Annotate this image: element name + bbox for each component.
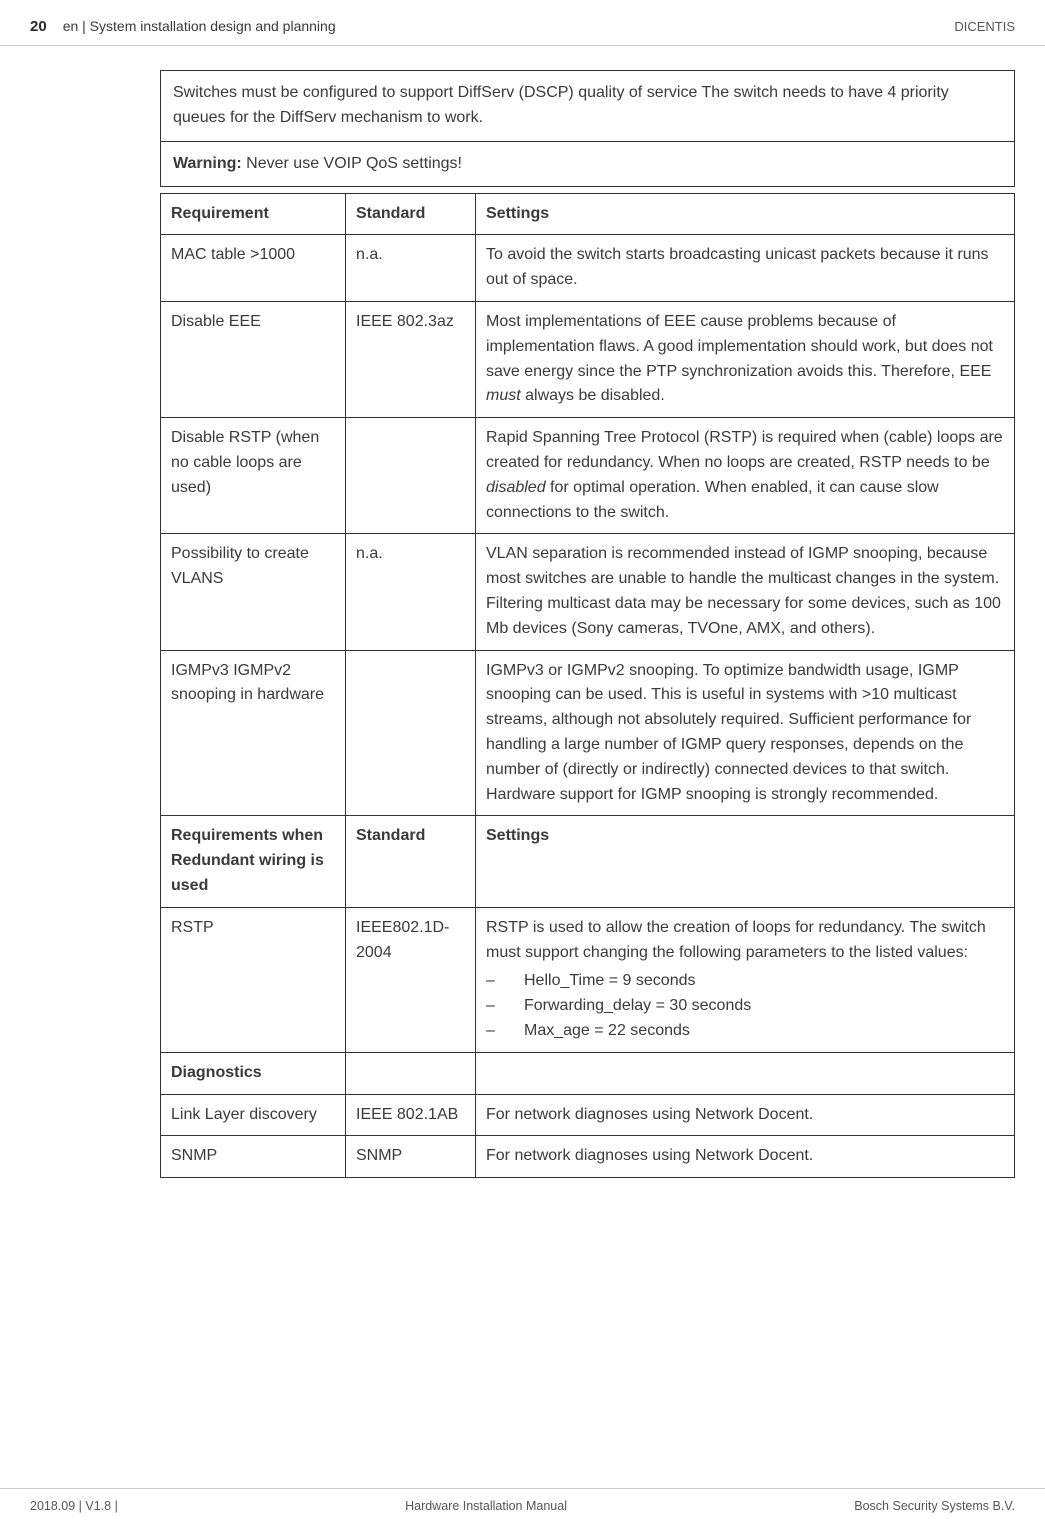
header-left: 20 en | System installation design and p… xyxy=(30,18,336,35)
set-cell: For network diagnoses using Network Doce… xyxy=(476,1094,1015,1136)
std-cell: n.a. xyxy=(346,534,476,650)
col-standard: Standard xyxy=(346,193,476,235)
warning-text: Never use VOIP QoS settings! xyxy=(242,155,462,172)
table-row: IGMPv3 IGMPv2 snooping in hardware IGMPv… xyxy=(161,650,1015,816)
req-cell: Possibility to create VLANS xyxy=(161,534,346,650)
page-footer: 2018.09 | V1.8 | Hardware Installation M… xyxy=(0,1488,1045,1513)
set-pre: Rapid Spanning Tree Protocol (RSTP) is r… xyxy=(486,429,1003,471)
section-header-row: Requirements when Redundant wiring is us… xyxy=(161,816,1015,907)
list-item: Forwarding_delay = 30 seconds xyxy=(486,994,1004,1019)
set-cell: VLAN separation is recommended instead o… xyxy=(476,534,1015,650)
set-cell: Rapid Spanning Tree Protocol (RSTP) is r… xyxy=(476,418,1015,534)
set-cell xyxy=(476,1052,1015,1094)
std-cell: IEEE 802.1AB xyxy=(346,1094,476,1136)
req-cell: MAC table >1000 xyxy=(161,235,346,302)
set-post: for optimal operation. When enabled, it … xyxy=(486,479,939,521)
std-cell: IEEE802.1D-2004 xyxy=(346,907,476,1052)
footer-right: Bosch Security Systems B.V. xyxy=(854,1499,1015,1513)
page-header: 20 en | System installation design and p… xyxy=(0,0,1045,46)
page-number: 20 xyxy=(30,18,47,35)
std-cell xyxy=(346,650,476,816)
set-cell: To avoid the switch starts broadcasting … xyxy=(476,235,1015,302)
set-pre: Most implementations of EEE cause proble… xyxy=(486,313,993,380)
std-cell: n.a. xyxy=(346,235,476,302)
set-em: must xyxy=(486,387,521,404)
rstp-list: Hello_Time = 9 seconds Forwarding_delay … xyxy=(486,969,1004,1043)
std-cell xyxy=(346,1052,476,1094)
set-post: always be disabled. xyxy=(521,387,665,404)
footer-left: 2018.09 | V1.8 | xyxy=(30,1499,118,1513)
warning-box: Warning: Never use VOIP QoS settings! xyxy=(160,142,1015,187)
list-item: Hello_Time = 9 seconds xyxy=(486,969,1004,994)
col-requirement: Requirement xyxy=(161,193,346,235)
header-title: en | System installation design and plan… xyxy=(63,18,336,34)
footer-center: Hardware Installation Manual xyxy=(405,1499,567,1513)
table-row: Disable RSTP (when no cable loops are us… xyxy=(161,418,1015,534)
table-row: Link Layer discovery IEEE 802.1AB For ne… xyxy=(161,1094,1015,1136)
req-cell: Requirements when Redundant wiring is us… xyxy=(161,816,346,907)
table-row: RSTP IEEE802.1D-2004 RSTP is used to all… xyxy=(161,907,1015,1052)
set-cell: Most implementations of EEE cause proble… xyxy=(476,301,1015,417)
set-cell: IGMPv3 or IGMPv2 snooping. To optimize b… xyxy=(476,650,1015,816)
intro-box: Switches must be configured to support D… xyxy=(160,70,1015,142)
req-cell: SNMP xyxy=(161,1136,346,1178)
content: Switches must be configured to support D… xyxy=(0,46,1045,1178)
table-row: MAC table >1000 n.a. To avoid the switch… xyxy=(161,235,1015,302)
col-settings: Settings xyxy=(476,193,1015,235)
req-cell: Link Layer discovery xyxy=(161,1094,346,1136)
set-cell: Settings xyxy=(476,816,1015,907)
table-row: Disable EEE IEEE 802.3az Most implementa… xyxy=(161,301,1015,417)
std-cell xyxy=(346,418,476,534)
rstp-intro: RSTP is used to allow the creation of lo… xyxy=(486,919,986,961)
set-cell: For network diagnoses using Network Doce… xyxy=(476,1136,1015,1178)
warning-label: Warning: xyxy=(173,155,242,172)
req-cell: IGMPv3 IGMPv2 snooping in hardware xyxy=(161,650,346,816)
set-em: disabled xyxy=(486,479,546,496)
table-row: SNMP SNMP For network diagnoses using Ne… xyxy=(161,1136,1015,1178)
table-row: Possibility to create VLANS n.a. VLAN se… xyxy=(161,534,1015,650)
req-cell: Disable RSTP (when no cable loops are us… xyxy=(161,418,346,534)
req-cell: Disable EEE xyxy=(161,301,346,417)
diagnostics-cell: Diagnostics xyxy=(161,1052,346,1094)
std-cell: Standard xyxy=(346,816,476,907)
header-row: Requirement Standard Settings xyxy=(161,193,1015,235)
std-cell: IEEE 802.3az xyxy=(346,301,476,417)
list-item: Max_age = 22 seconds xyxy=(486,1019,1004,1044)
set-cell: RSTP is used to allow the creation of lo… xyxy=(476,907,1015,1052)
std-cell: SNMP xyxy=(346,1136,476,1178)
header-right: DICENTIS xyxy=(954,19,1015,34)
requirements-table: Requirement Standard Settings MAC table … xyxy=(160,193,1015,1179)
req-cell: RSTP xyxy=(161,907,346,1052)
section-header-row: Diagnostics xyxy=(161,1052,1015,1094)
